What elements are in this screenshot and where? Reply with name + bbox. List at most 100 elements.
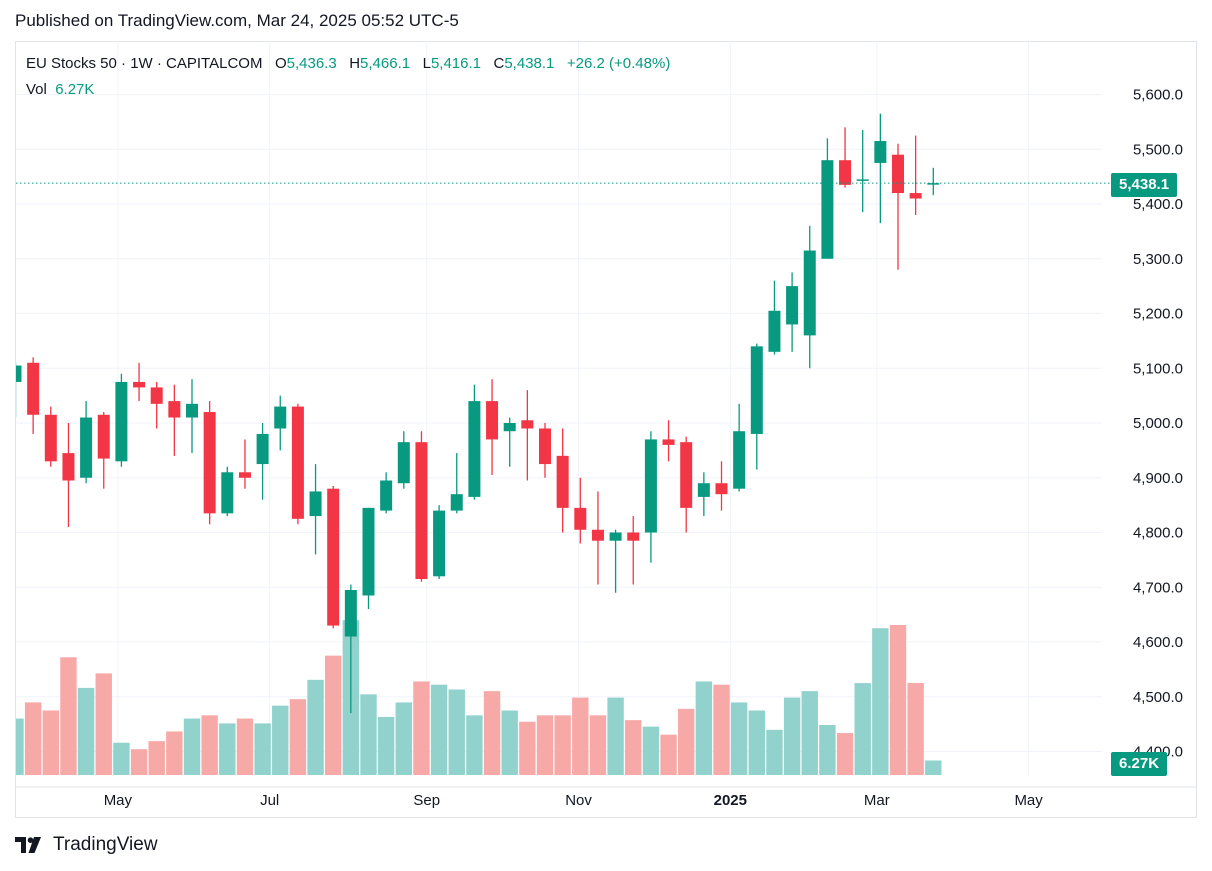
candle-body [909,193,922,199]
candle-body [856,179,869,181]
candle-body [97,414,110,459]
candle-body [62,453,75,481]
candle-body [16,365,22,382]
x-tick-label: May [1014,792,1043,809]
candle-body [256,433,269,465]
volume-bar [854,683,871,775]
volume-bar [483,691,501,775]
x-tick-label: May [104,792,133,809]
volume-bar [607,697,624,775]
y-tick-label: 5,500.0 [1133,141,1183,158]
candle-body [274,406,287,429]
volume-bar [519,721,536,775]
symbol-title[interactable]: EU Stocks 50 · 1W · CAPITALCOM [26,55,263,72]
candle-body [221,472,234,514]
candle-body [644,439,657,533]
candle-body [733,431,746,489]
x-tick-label: Mar [864,792,890,809]
y-tick-label: 4,500.0 [1133,689,1183,706]
high-value: 5,466.1 [360,55,411,72]
candle-body [291,406,304,519]
volume-bar [201,715,218,775]
candle-body [150,387,163,404]
candle-body [697,483,710,497]
volume-bar [413,681,430,775]
close-label: C [493,55,505,72]
candle-body [521,420,534,429]
volume-bar [589,715,607,775]
symbol-legend: EU Stocks 50 · 1W · CAPITALCOM O5,436.3 … [26,55,670,72]
candle-body [574,507,587,530]
candle-body [327,488,340,626]
volume-bar [272,705,289,775]
volume-bar [713,684,730,775]
close-value: 5,438.1 [504,55,555,72]
plot-area[interactable] [7,113,942,775]
x-tick-label: 2025 [714,792,747,809]
candle-body [839,160,852,185]
volume-bar [730,702,748,775]
candle-body [433,510,446,577]
candle-body [609,532,622,541]
candle-body [80,417,93,478]
y-tick-label: 4,800.0 [1133,525,1183,542]
candle-body [680,442,693,508]
volume-bar [572,697,589,775]
candle-body [803,250,816,336]
chart-frame[interactable] [15,41,1197,818]
candle-body [362,507,375,596]
candle-body [768,310,781,352]
volume-bar [148,741,165,775]
volume-bar [307,679,324,775]
volume-bar [183,718,201,775]
volume-bar [501,710,518,775]
tradingview-logo-icon[interactable] [15,837,45,853]
volume-bar [16,718,24,775]
volume-legend: Vol 6.27K [26,81,94,98]
volume-bar [130,749,148,775]
volume-bar [77,687,95,775]
candle-body [133,381,146,388]
volume-bar [325,655,342,775]
candle-body [786,286,799,325]
volume-bar [872,628,889,775]
published-caption: Published on TradingView.com, Mar 24, 20… [15,11,459,30]
candle-body [821,160,834,259]
change-value: +26.2 (+0.48%) [566,55,671,72]
last-volume-tag: 6.27K [1111,752,1168,776]
x-tick-label: Sep [413,792,440,809]
y-tick-label: 5,600.0 [1133,87,1183,104]
volume-label[interactable]: Vol [26,81,47,98]
y-tick-label: 5,000.0 [1133,415,1183,432]
x-tick-label: Jul [260,792,279,809]
volume-bar [801,691,818,775]
candle-body [27,362,40,415]
volume-bar [95,673,112,775]
volume-bar [254,723,271,775]
candle-body [238,472,251,478]
candle-body [397,442,410,484]
volume-bar [536,715,554,775]
volume-bar [925,760,942,775]
volume-bar [236,718,254,775]
y-tick-label: 5,100.0 [1133,360,1183,377]
candle-body [380,480,393,511]
candle-body [168,401,181,418]
volume-bar [783,697,801,775]
volume-bar [766,729,783,775]
brand-name[interactable]: TradingView [53,834,158,855]
candle-body [662,439,675,445]
volume-bar [642,726,660,775]
volume-bar [289,699,307,775]
candle-body [539,428,551,465]
open-label: O [274,55,287,72]
volume-bar [360,694,377,775]
volume-bar [60,657,77,775]
volume-bar [660,734,677,775]
volume-bar [219,723,236,775]
volume-bar [166,731,183,775]
candle-body [44,414,57,462]
candle-body [874,141,887,163]
volume-bar [554,715,571,775]
